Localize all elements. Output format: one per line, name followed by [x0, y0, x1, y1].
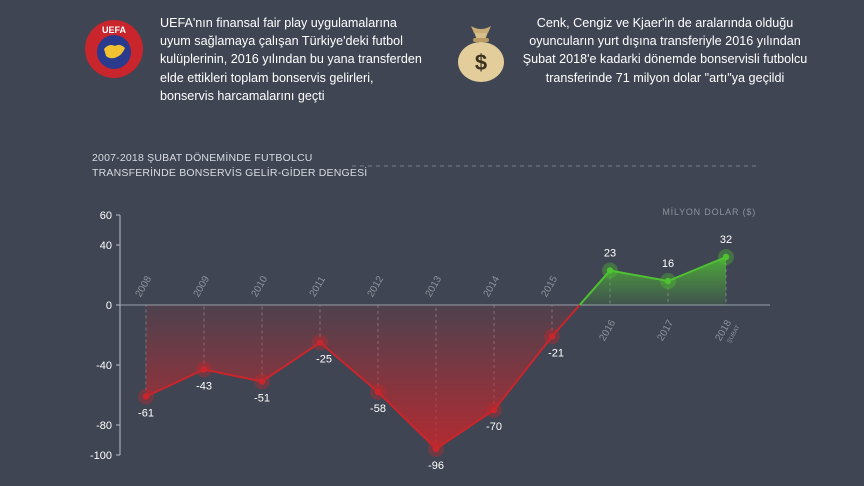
- data-label: 32: [720, 234, 732, 246]
- y-tick-label: 0: [106, 300, 112, 312]
- data-point: [374, 388, 382, 396]
- category-label: 2011: [308, 274, 328, 299]
- uefa-logo-icon: UEFA: [85, 20, 143, 78]
- data-point: [664, 277, 672, 285]
- data-point: [490, 406, 498, 414]
- data-point: [258, 378, 266, 385]
- chart-title: 2007-2018 ŞUBAT DÖNEMİNDE FUTBOLCU TRANS…: [92, 151, 367, 181]
- data-point: [432, 445, 440, 453]
- category-label: 2017: [656, 318, 677, 343]
- data-point: [142, 393, 150, 400]
- data-label: -70: [486, 421, 502, 433]
- data-label: -61: [138, 408, 154, 420]
- info-text-right: Cenk, Cengiz ve Kjaer'in de aralarında o…: [522, 16, 808, 85]
- data-label: 16: [662, 258, 674, 270]
- data-point: [200, 366, 208, 373]
- data-label: -96: [428, 460, 444, 472]
- y-tick-label: -80: [96, 420, 112, 432]
- chart-title-line2: TRANSFERİNDE BONSERVİS GELİR-GİDER DENGE…: [92, 167, 368, 179]
- category-label: 2013: [424, 274, 445, 299]
- data-label: 23: [604, 248, 616, 260]
- positive-area: [579, 257, 726, 305]
- data-point: [606, 267, 614, 274]
- info-text-left: UEFA'nın finansal fair play uygulamaları…: [160, 16, 422, 103]
- bag-symbol: $: [475, 50, 487, 75]
- category-label: 2016: [598, 318, 619, 343]
- data-label: -43: [196, 381, 212, 393]
- negative-area: [146, 305, 580, 449]
- chart-title-line1: 2007-2018 ŞUBAT DÖNEMİNDE FUTBOLCU: [92, 152, 313, 164]
- data-label: -21: [548, 348, 564, 360]
- money-bag-icon: $: [458, 26, 504, 82]
- y-tick-label: -100: [90, 450, 112, 462]
- uefa-logo-text: UEFA: [102, 25, 127, 35]
- category-label: 2014: [482, 274, 503, 299]
- data-label: -51: [254, 393, 270, 405]
- y-tick-label: 60: [100, 210, 112, 222]
- category-label: 2008: [134, 274, 155, 299]
- category-label: 2012: [366, 274, 387, 299]
- positive-series-line: [578, 256, 727, 306]
- data-point: [548, 333, 556, 340]
- y-tick-label: 40: [100, 240, 112, 252]
- data-point: [316, 339, 324, 346]
- category-label: 2015: [540, 274, 561, 299]
- category-label: 2010: [250, 274, 271, 299]
- unit-label: MİLYON DOLAR ($): [662, 207, 756, 217]
- category-label: 2009: [192, 274, 213, 299]
- data-label: -58: [370, 403, 386, 415]
- data-label: -25: [316, 354, 332, 366]
- y-tick-label: -40: [96, 360, 112, 372]
- data-point: [722, 253, 730, 261]
